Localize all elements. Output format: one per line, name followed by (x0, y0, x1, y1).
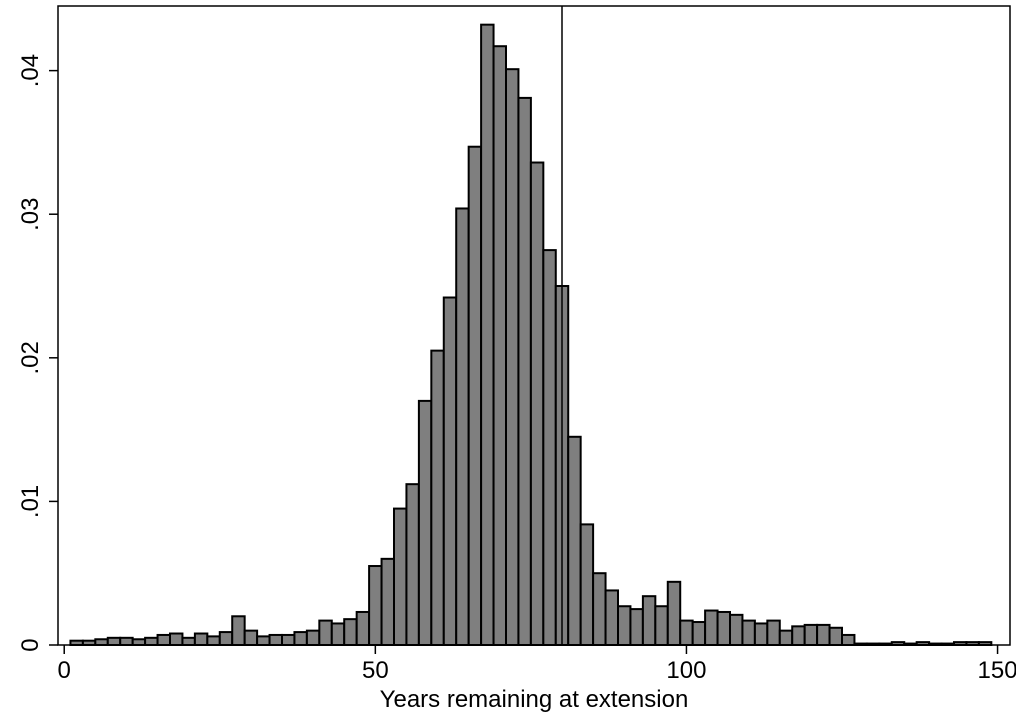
histogram-bar (579, 523, 595, 647)
y-tick-label: .04 (17, 54, 44, 87)
y-tick-label: .02 (17, 341, 44, 374)
histogram-bar (890, 641, 906, 647)
histogram-bar (567, 435, 582, 647)
histogram-bar (330, 622, 346, 647)
histogram-bar (604, 589, 619, 646)
histogram-bar (841, 633, 856, 647)
histogram-bar (965, 641, 980, 647)
histogram-bar (977, 641, 993, 647)
histogram-bar (617, 605, 632, 646)
histogram-bar (865, 642, 881, 646)
histogram-bar (417, 399, 433, 647)
histogram-bar (156, 633, 171, 647)
histogram-bar (69, 639, 84, 647)
histogram-bar (529, 161, 545, 647)
histogram-bar (305, 629, 321, 647)
histogram-bar (542, 249, 557, 647)
histogram-bar (430, 349, 445, 646)
histogram-bar (828, 626, 843, 647)
histogram-bar (380, 557, 395, 647)
histogram-bar (442, 296, 458, 646)
histogram-bar (281, 633, 296, 647)
bar-group (69, 23, 993, 647)
histogram-bar (654, 605, 669, 646)
histogram-bar (343, 618, 358, 647)
y-tick-label: .01 (17, 485, 44, 518)
histogram-bar (106, 636, 122, 647)
histogram-bar (666, 580, 682, 647)
histogram-bar (94, 638, 109, 647)
histogram-bar (144, 636, 159, 647)
x-axis-title: Years remaining at extension (380, 686, 689, 713)
histogram-bar (293, 631, 308, 647)
histogram-bar (691, 621, 707, 647)
histogram-bar (393, 507, 408, 646)
histogram-bar (505, 68, 520, 647)
histogram-bar (928, 642, 943, 646)
histogram-bar (716, 610, 731, 646)
histogram-bar (492, 45, 507, 646)
y-axis: 0 .01 .02 .03 .04 (17, 54, 58, 652)
histogram-bar (218, 631, 234, 647)
histogram-bar (753, 622, 769, 647)
x-tick-label: 50 (362, 657, 389, 684)
histogram-bar (467, 145, 483, 646)
x-axis: 0 50 100 150 (58, 645, 1016, 684)
histogram-bar (231, 615, 246, 647)
histogram-bar (791, 625, 806, 647)
y-tick-label: 0 (17, 638, 44, 651)
histogram-bar (953, 641, 968, 647)
histogram-bar (480, 23, 495, 647)
histogram-bar (181, 636, 196, 647)
histogram-bar (641, 595, 657, 646)
x-tick-label: 0 (58, 657, 71, 684)
histogram-bar (206, 635, 221, 647)
histogram-bar (679, 619, 694, 647)
histogram-bar (119, 636, 134, 647)
histogram-bar (592, 572, 607, 647)
histogram-bar (704, 609, 719, 646)
histogram-bar (778, 629, 794, 647)
histogram-bar (903, 642, 918, 646)
histogram-bar (517, 96, 532, 646)
histogram-bar (766, 619, 781, 647)
histogram-bar (741, 619, 756, 647)
histogram-bar (853, 642, 868, 646)
histogram-bar (803, 623, 819, 647)
histogram-bar (268, 633, 283, 647)
histogram-bar (915, 641, 931, 647)
y-tick-label: .03 (17, 198, 44, 231)
x-tick-label: 150 (978, 657, 1016, 684)
histogram-bar (355, 610, 371, 646)
x-tick-label: 100 (666, 657, 706, 684)
histogram-bar (878, 642, 893, 646)
histogram-bar (368, 565, 383, 647)
histogram-bar (256, 635, 271, 647)
histogram-bar (405, 483, 420, 647)
histogram-bar (729, 613, 744, 647)
histogram-bar (816, 623, 831, 647)
histogram-bar (318, 619, 333, 647)
histogram-bar (169, 632, 184, 647)
histogram-bar (81, 639, 97, 647)
histogram-bar (455, 207, 470, 646)
histogram-bar (629, 608, 644, 646)
histogram-bar (243, 629, 259, 647)
histogram-bar (940, 642, 955, 646)
histogram-bar (193, 632, 209, 647)
histogram-bar (131, 638, 147, 647)
